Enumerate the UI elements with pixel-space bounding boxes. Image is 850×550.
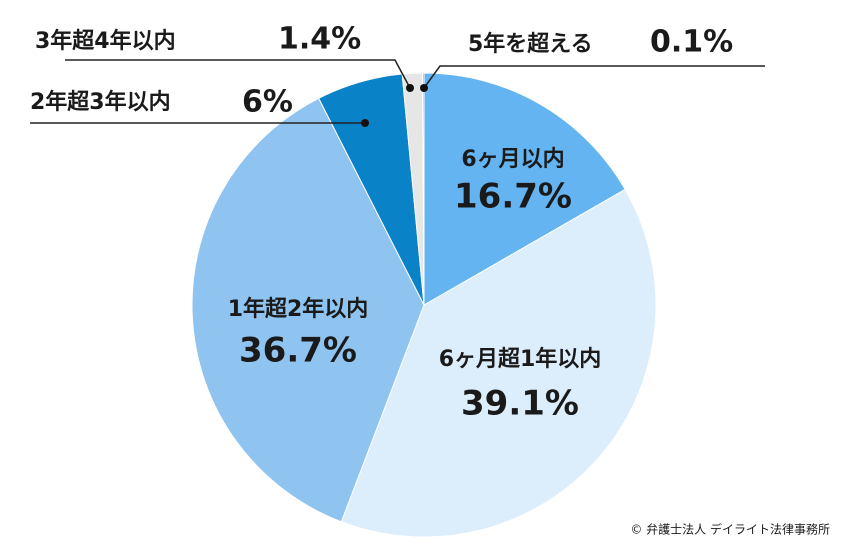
slice-label: 6ヶ月以内 [461,147,564,172]
pie-slice [191,97,425,523]
value-label: 16.7% [454,177,572,217]
leader-line [65,59,411,89]
leader-dot [361,119,369,127]
source: © 弁護士法人 デイライト法律事務所 [630,522,830,537]
pie-slice [422,72,425,306]
slice-label: 1年超2年以内 [228,296,369,322]
leader-dot [420,84,428,92]
value-label: 39.1% [461,384,579,424]
leader-dot [406,84,414,92]
slice-label: 6ヶ月超1年以内 [439,346,602,372]
slice-label: 3年超4年以内 [35,28,176,54]
value-label: 0.1% [650,25,733,60]
value-label: 36.7% [239,331,357,371]
slice-label: 2年超3年以内 [30,89,171,115]
slice-label: 5年を超える [468,31,593,57]
value-label: 1.4% [278,22,361,57]
value-label: 6% [242,85,293,120]
leader-line [423,65,765,89]
pie-slice [423,72,626,306]
pie-slice [340,188,657,538]
